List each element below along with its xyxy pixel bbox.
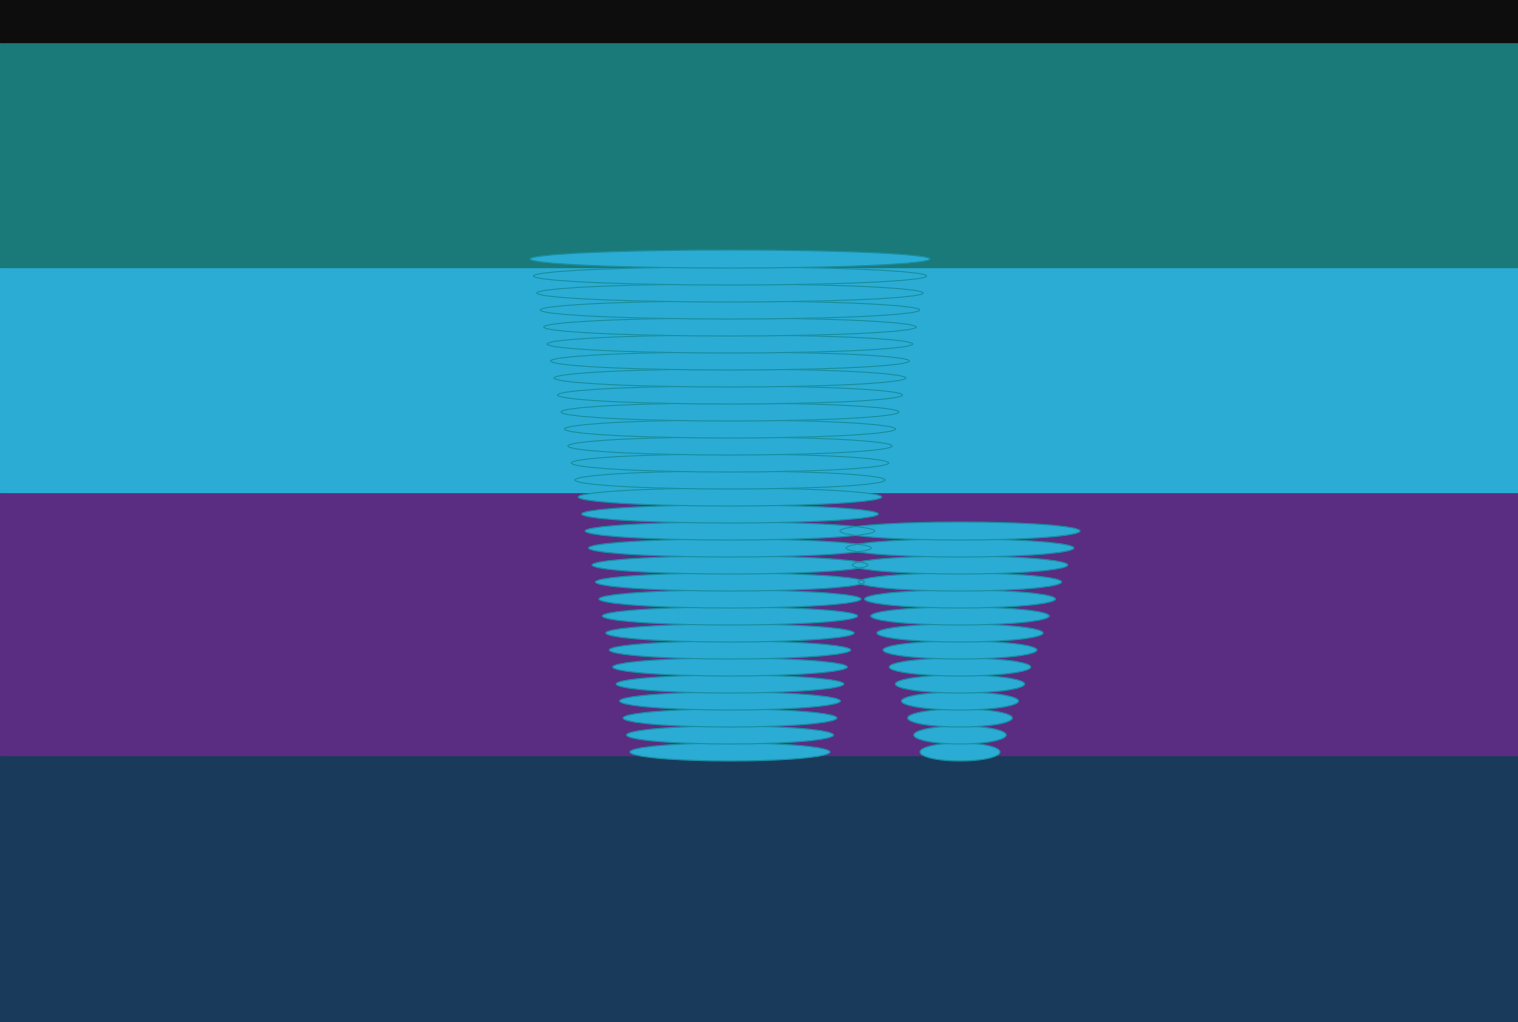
Ellipse shape [871, 607, 1049, 625]
Ellipse shape [571, 454, 888, 472]
Ellipse shape [914, 726, 1006, 744]
Ellipse shape [575, 471, 885, 489]
Bar [0, 22, 1518, 267]
Ellipse shape [852, 556, 1067, 574]
Ellipse shape [883, 641, 1037, 659]
Ellipse shape [557, 386, 902, 404]
Ellipse shape [540, 301, 920, 319]
Bar [0, 755, 1518, 1022]
Ellipse shape [589, 539, 871, 557]
Ellipse shape [584, 522, 874, 540]
Ellipse shape [865, 590, 1055, 608]
Ellipse shape [606, 624, 855, 642]
Ellipse shape [908, 709, 1013, 727]
Bar [0, 492, 1518, 755]
Ellipse shape [592, 556, 868, 574]
Ellipse shape [581, 505, 879, 523]
Ellipse shape [562, 403, 899, 421]
Ellipse shape [859, 573, 1061, 591]
Ellipse shape [890, 658, 1031, 676]
Ellipse shape [554, 369, 906, 387]
Ellipse shape [622, 709, 836, 727]
Ellipse shape [609, 641, 850, 659]
Ellipse shape [533, 267, 926, 285]
Ellipse shape [613, 658, 847, 676]
Ellipse shape [877, 624, 1043, 642]
Ellipse shape [603, 607, 858, 625]
Ellipse shape [578, 487, 882, 506]
Ellipse shape [530, 250, 931, 268]
Ellipse shape [619, 692, 841, 710]
Ellipse shape [839, 522, 1079, 540]
Ellipse shape [600, 590, 861, 608]
Ellipse shape [630, 743, 830, 761]
Ellipse shape [920, 743, 1000, 761]
Ellipse shape [568, 437, 893, 455]
Ellipse shape [846, 539, 1073, 557]
Bar [0, 267, 1518, 492]
Ellipse shape [902, 692, 1019, 710]
Ellipse shape [616, 675, 844, 693]
Ellipse shape [627, 726, 833, 744]
Ellipse shape [537, 284, 923, 301]
Ellipse shape [543, 318, 917, 336]
Ellipse shape [551, 352, 909, 370]
Ellipse shape [595, 573, 864, 591]
Ellipse shape [565, 420, 896, 438]
Bar [0, 0, 1518, 42]
Ellipse shape [896, 675, 1025, 693]
Ellipse shape [548, 335, 912, 353]
